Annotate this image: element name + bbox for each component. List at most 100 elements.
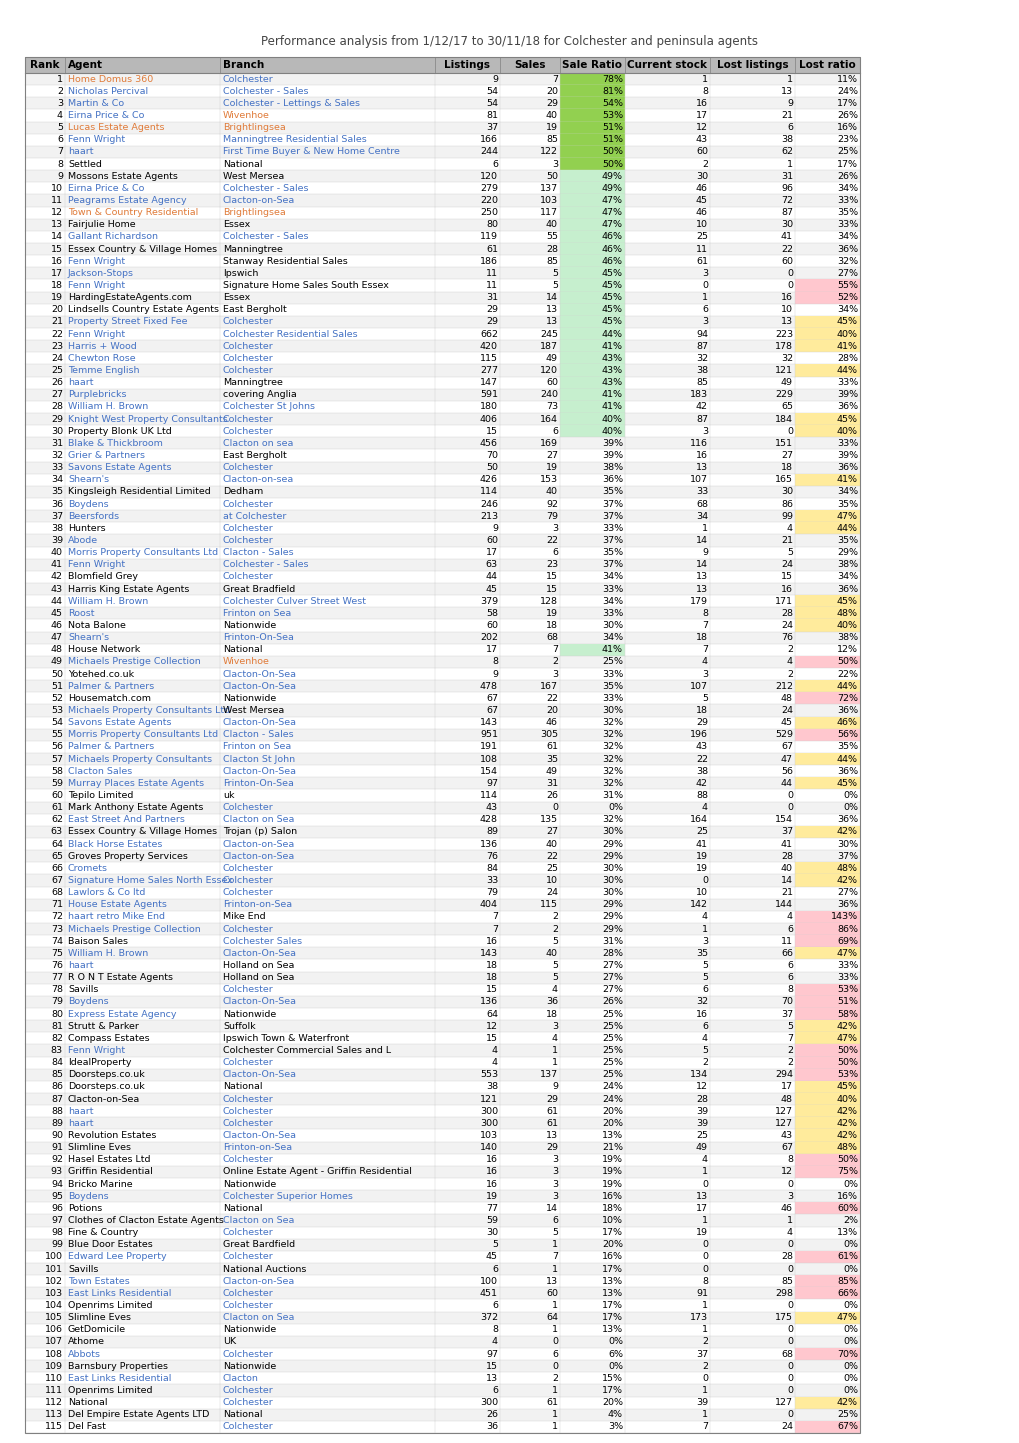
Text: Lucas Estate Agents: Lucas Estate Agents — [68, 123, 164, 133]
Text: 76: 76 — [781, 633, 792, 642]
Text: 7: 7 — [491, 912, 497, 922]
Text: 50%: 50% — [837, 1046, 857, 1055]
Text: 35%: 35% — [601, 488, 623, 496]
Bar — [794, 608, 859, 619]
Text: Colchester: Colchester — [223, 1253, 273, 1261]
Text: 29%: 29% — [601, 851, 623, 860]
Text: 0: 0 — [787, 281, 792, 290]
Text: 31%: 31% — [601, 791, 623, 799]
Bar — [25, 1361, 859, 1372]
Text: Colchester - Sales: Colchester - Sales — [223, 232, 308, 241]
Text: 6: 6 — [701, 306, 707, 315]
Bar — [25, 1092, 859, 1105]
Text: 134: 134 — [689, 1071, 707, 1079]
Text: 0%: 0% — [842, 1338, 857, 1346]
Bar — [25, 960, 859, 971]
Text: 14: 14 — [51, 232, 63, 241]
Text: 46: 46 — [51, 620, 63, 631]
Text: 127: 127 — [774, 1398, 792, 1407]
Text: 60: 60 — [545, 1289, 557, 1297]
Text: 38: 38 — [781, 136, 792, 144]
Text: 22: 22 — [781, 244, 792, 254]
Text: 3: 3 — [551, 1022, 557, 1030]
Text: 79: 79 — [485, 887, 497, 898]
Text: 4: 4 — [491, 1338, 497, 1346]
Text: 279: 279 — [480, 183, 497, 193]
Text: Nationwide: Nationwide — [223, 620, 276, 631]
Text: 529: 529 — [774, 730, 792, 739]
Text: 19%: 19% — [601, 1179, 623, 1189]
Text: 40: 40 — [51, 548, 63, 557]
Bar — [794, 1130, 859, 1141]
Text: 11: 11 — [485, 281, 497, 290]
Text: 1: 1 — [787, 1216, 792, 1225]
Text: Brightlingsea: Brightlingsea — [223, 123, 285, 133]
Text: 18: 18 — [51, 281, 63, 290]
Text: 16: 16 — [485, 1179, 497, 1189]
Text: Groves Property Services: Groves Property Services — [68, 851, 187, 860]
Text: Clacton-On-Sea: Clacton-On-Sea — [223, 681, 297, 691]
Text: Kingsleigh Residential Limited: Kingsleigh Residential Limited — [68, 488, 211, 496]
Text: Clacton-On-Sea: Clacton-On-Sea — [223, 949, 297, 958]
Bar — [25, 886, 859, 899]
Text: 229: 229 — [774, 390, 792, 400]
Text: 4: 4 — [551, 986, 557, 994]
Text: Frinton-On-Sea: Frinton-On-Sea — [223, 779, 293, 788]
Text: 46%: 46% — [601, 232, 623, 241]
Text: 30%: 30% — [601, 887, 623, 898]
Text: 32: 32 — [51, 452, 63, 460]
Text: Clacton-on-sea: Clacton-on-sea — [223, 475, 293, 485]
Bar — [25, 1421, 859, 1433]
Text: Lindsells Country Estate Agents: Lindsells Country Estate Agents — [68, 306, 219, 315]
Text: 178: 178 — [774, 342, 792, 351]
Text: 39%: 39% — [601, 439, 623, 447]
Text: 52: 52 — [51, 694, 63, 703]
Text: 32%: 32% — [601, 743, 623, 752]
Text: Slimline Eves: Slimline Eves — [68, 1143, 130, 1152]
Text: 34: 34 — [695, 512, 707, 521]
Bar — [794, 935, 859, 947]
Text: 34%: 34% — [601, 573, 623, 582]
Text: 184: 184 — [774, 414, 792, 424]
Text: R O N T Estate Agents: R O N T Estate Agents — [68, 973, 173, 983]
Text: 33%: 33% — [601, 609, 623, 618]
Text: National: National — [223, 1203, 262, 1214]
Text: 17%: 17% — [601, 1313, 623, 1322]
Text: 13: 13 — [781, 317, 792, 326]
Text: 38: 38 — [695, 766, 707, 776]
Text: 47%: 47% — [837, 512, 857, 521]
Text: 61: 61 — [51, 804, 63, 812]
Text: 41%: 41% — [601, 403, 623, 411]
Text: 143: 143 — [479, 719, 497, 727]
Text: 0: 0 — [787, 1325, 792, 1335]
Text: Agent: Agent — [68, 61, 103, 71]
Text: 16%: 16% — [601, 1192, 623, 1201]
Text: 300: 300 — [479, 1398, 497, 1407]
Text: Boydens: Boydens — [68, 1192, 108, 1201]
Text: Colchester: Colchester — [223, 1095, 273, 1104]
Text: 48: 48 — [781, 1095, 792, 1104]
Text: 35%: 35% — [601, 548, 623, 557]
Text: 154: 154 — [774, 815, 792, 824]
Text: 54%: 54% — [601, 100, 623, 108]
Text: East Bergholt: East Bergholt — [223, 306, 286, 315]
Text: 13%: 13% — [601, 1131, 623, 1140]
Text: 43: 43 — [485, 804, 497, 812]
Text: 3: 3 — [551, 1179, 557, 1189]
Text: 1: 1 — [551, 1058, 557, 1068]
Bar — [25, 195, 859, 206]
Bar — [25, 146, 859, 157]
Text: Colchester - Sales: Colchester - Sales — [223, 560, 308, 570]
Text: 19: 19 — [695, 1228, 707, 1237]
Text: 39: 39 — [695, 1118, 707, 1128]
Bar — [25, 58, 859, 1433]
Bar — [25, 1117, 859, 1130]
Text: Martin & Co: Martin & Co — [68, 100, 124, 108]
Text: 426: 426 — [480, 475, 497, 485]
Text: 8: 8 — [491, 1325, 497, 1335]
Text: Colchester: Colchester — [223, 1423, 273, 1431]
Text: 0: 0 — [701, 1179, 707, 1189]
Text: Clacton-on-Sea: Clacton-on-Sea — [68, 1095, 141, 1104]
Text: 40%: 40% — [837, 620, 857, 631]
Text: 6: 6 — [551, 1216, 557, 1225]
